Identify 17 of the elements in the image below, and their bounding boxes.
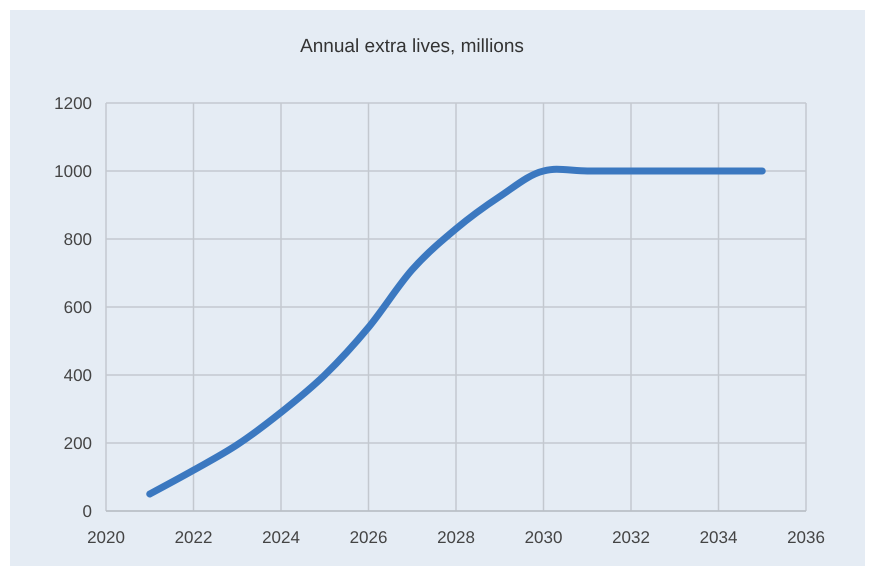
y-tick-label: 0 <box>82 502 92 521</box>
chart-title: Annual extra lives, millions <box>300 36 524 57</box>
x-tick-label: 2028 <box>437 528 475 547</box>
x-tick-label: 2024 <box>262 528 300 547</box>
y-tick-label: 1000 <box>54 162 92 181</box>
x-tick-label: 2036 <box>787 528 825 547</box>
x-tick-label: 2034 <box>700 528 738 547</box>
y-tick-label: 1200 <box>54 94 92 113</box>
y-tick-label: 400 <box>64 366 92 385</box>
x-tick-label: 2030 <box>524 528 562 547</box>
y-tick-label: 800 <box>64 230 92 249</box>
y-tick-label: 600 <box>64 298 92 317</box>
y-tick-label: 200 <box>64 434 92 453</box>
x-tick-label: 2022 <box>174 528 212 547</box>
x-tick-label: 2026 <box>350 528 388 547</box>
x-tick-label: 2032 <box>612 528 650 547</box>
x-tick-label: 2020 <box>87 528 125 547</box>
